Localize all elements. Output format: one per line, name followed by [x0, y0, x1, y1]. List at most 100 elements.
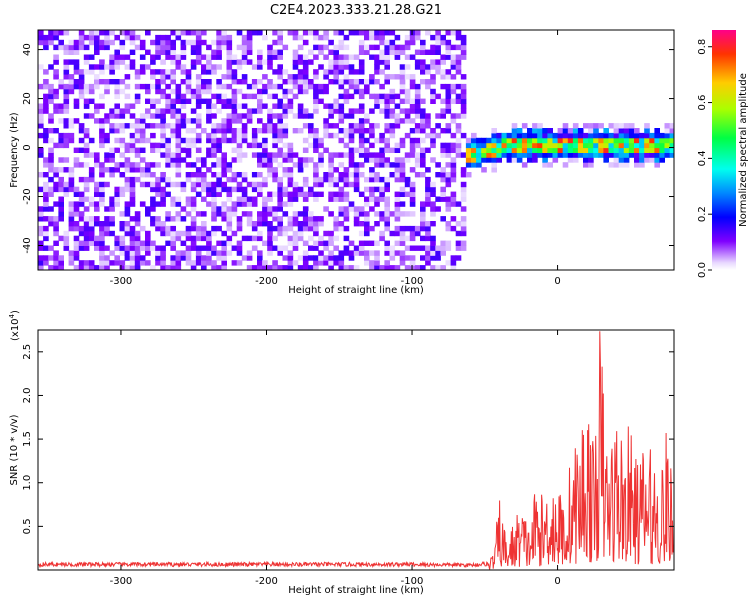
spectrogram-cell: [358, 142, 365, 149]
spectrogram-cell: [155, 113, 161, 119]
spectrogram-cell: [654, 128, 660, 134]
spectrogram-cell: [99, 132, 105, 139]
spectrogram-cell: [399, 74, 406, 80]
spectrogram-cell: [384, 221, 390, 227]
spectrogram-cell: [175, 152, 182, 158]
spectrogram-cell: [201, 235, 207, 242]
spectrogram-cell: [618, 128, 625, 134]
spectrogram-cell: [308, 30, 314, 36]
spectrogram-cell: [292, 196, 299, 202]
spectrogram-cell: [379, 152, 385, 158]
spectrogram-cell: [450, 54, 457, 60]
spectrogram-cell: [542, 152, 548, 158]
spectrogram-cell: [206, 240, 212, 246]
spectrogram-cell: [139, 132, 146, 139]
spectrogram-cell: [430, 157, 436, 163]
spectrogram-cell: [644, 157, 650, 163]
spectrogram-cell: [313, 221, 319, 227]
spectrogram-cell: [145, 211, 151, 217]
spectrogram-cell: [216, 39, 222, 46]
spectrogram-cell: [364, 176, 370, 183]
spectrogram-cell: [195, 83, 202, 90]
spectrogram-cell: [160, 172, 166, 178]
spectrogram-cell: [262, 83, 268, 90]
spectrogram-cell: [206, 98, 212, 104]
spectrogram-cell: [251, 245, 258, 251]
spectrogram-cell: [455, 64, 462, 70]
spectrogram-cell: [88, 113, 95, 119]
spectrogram-cell: [94, 34, 100, 41]
spectrogram-cell: [160, 221, 166, 227]
spectrogram-cell: [145, 64, 151, 70]
spectrogram-y-label: Frequency (Hz): [9, 112, 20, 188]
spectrogram-cell: [287, 167, 294, 173]
spectrogram-cell: [308, 83, 314, 90]
spectrogram-cell: [277, 181, 283, 188]
spectrogram-cell: [292, 34, 299, 41]
spectrogram-cell: [297, 225, 304, 232]
spectrogram-cell: [68, 172, 75, 178]
spectrogram-cell: [649, 142, 655, 149]
spectrogram-cell: [109, 30, 115, 36]
spectrogram-cell: [53, 44, 59, 51]
spectrogram-cell: [185, 172, 192, 178]
spectrogram-cell: [129, 64, 136, 70]
spectrogram-cell: [333, 152, 339, 158]
spectrogram-cell: [338, 191, 345, 197]
spectrogram-cell: [389, 98, 396, 104]
spectrogram-cell: [409, 147, 416, 153]
spectrogram-cell: [134, 34, 141, 41]
spectrogram-cell: [48, 162, 54, 168]
spectrogram-cell: [603, 132, 609, 139]
spectrogram-cell: [216, 162, 222, 168]
spectrogram-cell: [445, 260, 452, 266]
spectrogram-cell: [409, 245, 416, 251]
spectrogram-cell: [190, 30, 197, 36]
spectrogram-cell: [195, 181, 202, 188]
spectrogram-cell: [394, 74, 401, 80]
spectrogram-cell: [150, 186, 156, 193]
spectrogram-cell: [302, 108, 309, 114]
spectrogram-cell: [450, 83, 457, 90]
spectrogram-cell: [38, 186, 44, 193]
spectrogram-cell: [257, 260, 263, 266]
spectrogram-cell: [226, 240, 233, 246]
spectrogram-cell: [226, 103, 233, 109]
spectrogram-cell: [440, 196, 446, 202]
spectrogram-cell: [160, 128, 166, 134]
spectrogram-cell: [430, 240, 436, 246]
spectrogram-cell: [94, 118, 100, 124]
spectrogram-cell: [226, 39, 233, 46]
spectrogram-cell: [185, 230, 192, 237]
spectrogram-cell: [58, 137, 64, 144]
spectrogram-cell: [338, 93, 345, 100]
spectrogram-cell: [175, 235, 182, 242]
spectrogram-cell: [272, 157, 278, 163]
spectrogram-cell: [211, 128, 217, 134]
spectrogram-cell: [323, 172, 329, 178]
spectrogram-cell: [389, 49, 396, 55]
spectrogram-cell: [262, 74, 268, 80]
spectrogram-cell: [302, 123, 309, 129]
spectrogram-cell: [628, 137, 635, 144]
spectrogram-cell: [308, 265, 314, 270]
spectrogram-cell: [481, 137, 487, 144]
spectrogram-cell: [297, 191, 304, 197]
spectrogram-cell: [145, 88, 151, 95]
spectrogram-cell: [68, 74, 75, 80]
spectrogram-cell: [124, 74, 131, 80]
spectrogram-cell: [206, 186, 212, 193]
spectrogram-cell: [481, 152, 487, 158]
spectrogram-cell: [129, 255, 136, 261]
spectrogram-cell: [129, 250, 136, 256]
spectrogram-cell: [99, 235, 105, 242]
spectrogram-cell: [165, 103, 171, 109]
spectrogram-cell: [379, 49, 385, 55]
spectrogram-cell: [445, 142, 452, 149]
spectrogram-cell: [338, 260, 345, 266]
spectrogram-cell: [155, 221, 161, 227]
spectrogram-cell: [68, 225, 75, 232]
spectrogram-cell: [78, 265, 85, 270]
spectrogram-cell: [134, 230, 141, 237]
spectrogram-cell: [145, 260, 151, 266]
